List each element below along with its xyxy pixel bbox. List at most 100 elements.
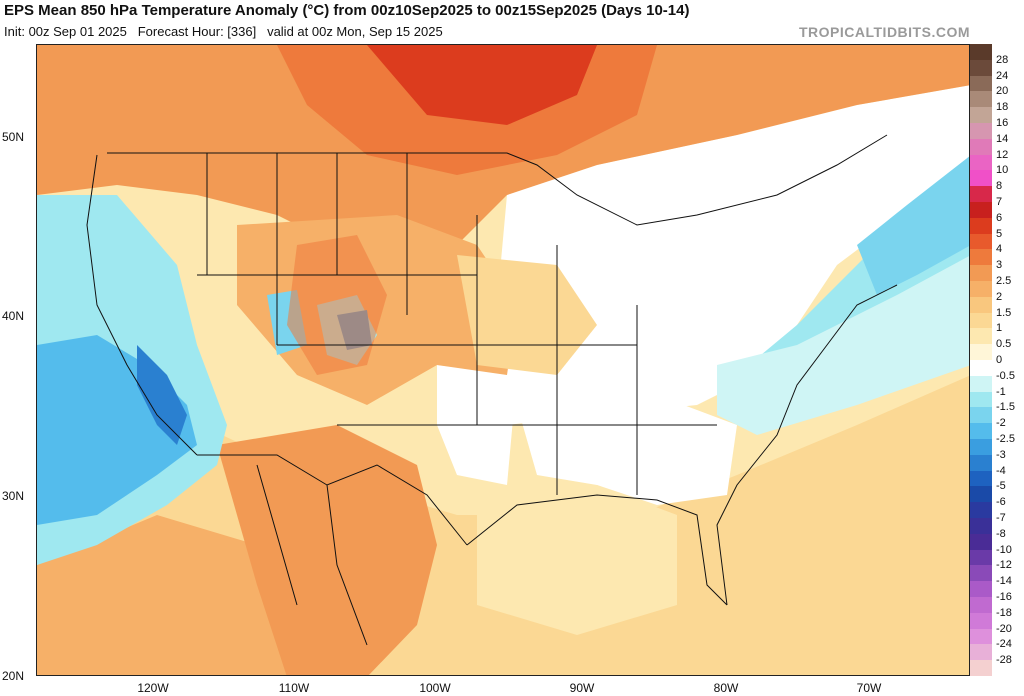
colorbar-tick-label: -16 xyxy=(996,591,1012,603)
colorbar-tick-label: -12 xyxy=(996,559,1012,572)
colorbar-swatch xyxy=(970,249,992,266)
colorbar-tick-label: 8 xyxy=(996,180,1003,193)
colorbar-swatch xyxy=(970,423,992,440)
colorbar-swatch xyxy=(970,233,992,250)
colorbar-tick-label: -1.5 xyxy=(996,401,1015,414)
lon-label-120w: 120W xyxy=(137,681,169,695)
colorbar-swatch xyxy=(970,407,992,424)
colorbar-swatch xyxy=(970,454,992,472)
forecast-hour: Forecast Hour: [336] xyxy=(137,24,257,39)
colorbar-tick-label: 14 xyxy=(996,132,1009,145)
colorbar-swatch xyxy=(970,502,992,519)
colorbar-tick-label: -24 xyxy=(996,638,1012,651)
colorbar-swatch xyxy=(970,375,992,393)
lat-label-40n: 40N xyxy=(2,309,25,323)
colorbar-swatch xyxy=(970,107,992,124)
colorbar-swatch xyxy=(970,154,992,171)
colorbar-tick-label: 12 xyxy=(996,148,1009,161)
colorbar-tick-label: -1 xyxy=(996,385,1006,398)
colorbar-swatch xyxy=(970,296,992,314)
field-neutral-southeast xyxy=(517,395,737,505)
colorbar-swatch xyxy=(970,644,992,661)
colorbar-swatch xyxy=(970,486,992,503)
colorbar-swatch xyxy=(970,123,992,140)
colorbar-tick-label: -14 xyxy=(996,575,1012,588)
lat-label-20n: 20N xyxy=(2,669,25,683)
colorbar-swatch xyxy=(970,91,992,108)
init-time: Init: 00z Sep 01 2025 xyxy=(4,24,127,39)
colorbar-swatch xyxy=(970,170,992,187)
colorbar-tick-label: -3 xyxy=(996,448,1006,461)
colorbar-tick-label: -4 xyxy=(996,464,1006,477)
map-canvas xyxy=(37,45,969,675)
colorbar-swatch xyxy=(970,59,992,77)
valid-time: valid at 00z Mon, Sep 15 2025 xyxy=(267,24,443,39)
colorbar-tick-label: 18 xyxy=(996,101,1009,114)
gulf-coast xyxy=(466,494,728,606)
lon-label-70w: 70W xyxy=(856,681,882,695)
colorbar-swatch xyxy=(970,628,992,645)
us-mexico-border xyxy=(197,454,468,546)
colorbar-swatch xyxy=(970,138,992,156)
colorbar-swatch xyxy=(970,597,992,614)
colorbar-swatch xyxy=(970,533,992,551)
colorbar-tick-label: 0 xyxy=(996,354,1003,366)
map-subtitle: Init: 00z Sep 01 2025 Forecast Hour: [33… xyxy=(4,24,443,39)
colorbar-swatch xyxy=(970,360,992,377)
colorbar-swatch xyxy=(970,312,992,329)
colorbar-swatch xyxy=(970,565,992,582)
colorbar-tick-label: 24 xyxy=(996,69,1009,82)
colorbar-swatch xyxy=(970,549,992,566)
field-warm-north-peak xyxy=(367,45,597,125)
colorbar-tick-label: -6 xyxy=(996,496,1006,509)
colorbar-tick-label: 0.5 xyxy=(996,338,1012,351)
colorbar-swatch xyxy=(970,344,992,361)
colorbar-tick-label: 2 xyxy=(996,290,1003,303)
us-west-coast xyxy=(86,154,198,456)
colorbar-swatch xyxy=(970,439,992,456)
colorbar-swatch xyxy=(970,265,992,282)
field-neutral-east xyxy=(467,85,969,425)
colorbar-tick-label: -5 xyxy=(996,480,1006,493)
colorbar-tick-label: -2 xyxy=(996,417,1006,430)
lon-label-110w: 110W xyxy=(278,681,310,695)
anomaly-map[interactable] xyxy=(36,44,970,676)
colorbar-tick-label: 3 xyxy=(996,259,1003,272)
colorbar-tick-label: 4 xyxy=(996,243,1003,256)
state-lines-a xyxy=(197,153,717,495)
colorbar-swatch xyxy=(970,217,992,235)
field-cool-california xyxy=(137,345,187,445)
colorbar-tick-label: -2.5 xyxy=(996,433,1015,445)
east-coast xyxy=(716,284,898,606)
colorbar-swatch xyxy=(970,186,992,203)
colorbar xyxy=(970,44,992,677)
colorbar-swatch xyxy=(970,581,992,598)
colorbar-tick-label: 7 xyxy=(996,196,1003,208)
colorbar-tick-label: -18 xyxy=(996,606,1012,619)
field-cool-northeast-strong xyxy=(857,156,969,295)
colorbar-swatch xyxy=(970,612,992,630)
colorbar-tick-label: -10 xyxy=(996,543,1012,556)
map-title: EPS Mean 850 hPa Temperature Anomaly (°C… xyxy=(4,2,690,19)
lon-label-80w: 80W xyxy=(713,681,739,695)
brand-watermark: TROPICALTIDBITS.COM xyxy=(798,24,970,40)
colorbar-swatch xyxy=(970,202,992,219)
lat-label-50n: 50N xyxy=(2,130,25,144)
lon-label-90w: 90W xyxy=(569,681,595,695)
field-warm-rockies xyxy=(287,235,387,375)
colorbar-tick-label: 20 xyxy=(996,85,1009,98)
field-gulf xyxy=(477,485,677,635)
colorbar-swatch xyxy=(970,518,992,535)
colorbar-tick-label: 6 xyxy=(996,211,1003,224)
colorbar-tick-label: 10 xyxy=(996,164,1009,177)
colorbar-swatch xyxy=(970,281,992,298)
colorbar-tick-label: 28 xyxy=(996,53,1009,66)
colorbar-tick-label: 2.5 xyxy=(996,275,1012,287)
colorbar-tick-label: -7 xyxy=(996,512,1006,524)
colorbar-swatch xyxy=(970,75,992,92)
field-cool-atlantic xyxy=(717,256,969,435)
colorbar-tick-label: 16 xyxy=(996,117,1009,129)
colorbar-tick-label: 1 xyxy=(996,322,1003,335)
field-warm-mexico xyxy=(217,425,437,675)
mexico-lines xyxy=(256,464,368,646)
